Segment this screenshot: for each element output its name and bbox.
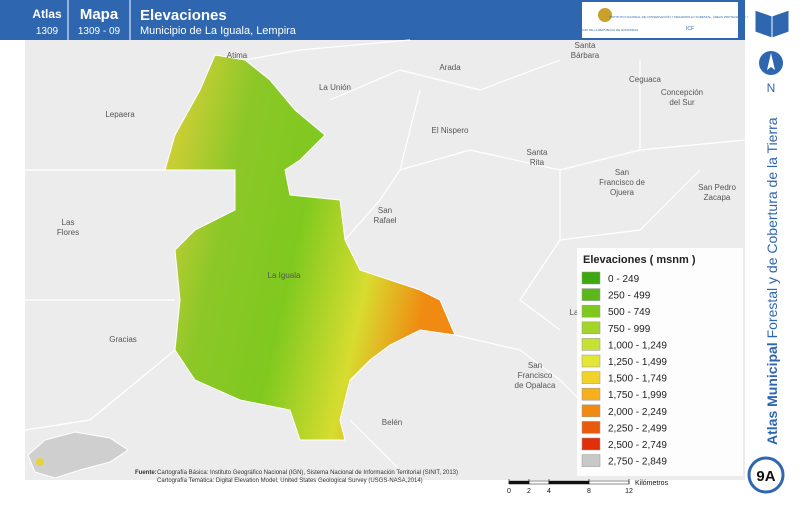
legend-label: 1,750 - 1,999 bbox=[608, 390, 667, 401]
source-label: Fuente: bbox=[135, 470, 157, 476]
legend-label: 1,250 - 1,499 bbox=[608, 357, 667, 368]
place-label: La Unión bbox=[319, 83, 351, 92]
place-label: Bárbara bbox=[571, 51, 600, 60]
legend-label: 1,000 - 1,249 bbox=[608, 340, 667, 351]
legend-title: Elevaciones ( msnm ) bbox=[583, 254, 696, 266]
legend-box bbox=[577, 248, 743, 476]
place-label: Lepaera bbox=[105, 110, 135, 119]
place-label: Atima bbox=[227, 51, 248, 60]
place-label: Santa bbox=[575, 41, 596, 50]
subtitle: Municipio de La Iguala, Lempira bbox=[140, 25, 297, 37]
logo-right-code: ICF bbox=[686, 26, 694, 32]
legend-label: 0 - 249 bbox=[608, 274, 640, 285]
north-arrow bbox=[767, 53, 775, 70]
boundaries bbox=[24, 39, 746, 471]
place-label: San bbox=[528, 361, 542, 370]
atlas-code: 1309 bbox=[36, 26, 59, 37]
map-label: Mapa bbox=[80, 6, 119, 23]
legend: Elevaciones ( msnm ) 0 - 249 250 - 499 500… bbox=[577, 248, 743, 476]
legend-swatch bbox=[581, 271, 601, 285]
place-label: La Iguala bbox=[268, 271, 301, 280]
scale-tick-label: 8 bbox=[587, 488, 591, 495]
place-label: Concepción bbox=[661, 88, 703, 97]
place-label: del Sur bbox=[669, 98, 695, 107]
series-bold: Atlas Municipal bbox=[764, 342, 780, 445]
source-line: Cartografía Básica: Instituto Geográfico… bbox=[157, 470, 458, 476]
sheet-label: 9A bbox=[756, 468, 775, 485]
legend-label: 2,000 - 2,249 bbox=[608, 407, 667, 418]
map-code: 1309 - 09 bbox=[78, 26, 121, 37]
legend-swatch bbox=[581, 421, 601, 434]
series-title: Atlas Municipal Forestal y de Cobertura … bbox=[764, 117, 780, 445]
place-label: Arada bbox=[439, 63, 461, 72]
emblem bbox=[598, 8, 612, 22]
place-labels: Atima La Unión Arada Santa Bárbara Cegua… bbox=[57, 41, 737, 427]
place-label: Ojuera bbox=[610, 188, 635, 197]
place-label: Rita bbox=[530, 158, 545, 167]
scale-segment bbox=[588, 480, 630, 485]
place-label: Ceguaca bbox=[629, 75, 662, 84]
legend-label: 2,750 - 2,849 bbox=[608, 457, 667, 468]
legend-label: 750 - 999 bbox=[608, 324, 651, 335]
place-label: de Opalaca bbox=[515, 381, 556, 390]
place-label: Santa bbox=[527, 148, 548, 157]
place-label: Francisco bbox=[518, 371, 553, 380]
place-label: Belén bbox=[382, 418, 402, 427]
atlas-icon bbox=[754, 9, 790, 39]
place-label: Las bbox=[62, 218, 75, 227]
series-rest: Forestal y de Cobertura de la Tierra bbox=[764, 117, 780, 338]
place-label: Gracias bbox=[109, 335, 137, 344]
sheet-badge bbox=[747, 456, 785, 494]
legend-swatch bbox=[581, 354, 601, 368]
scale-tick-label: 2 bbox=[527, 488, 531, 495]
scale-tick-label: 0 bbox=[507, 488, 511, 495]
legend-swatch bbox=[581, 454, 601, 467]
place-label: Francisco de bbox=[599, 178, 645, 187]
legend-swatch bbox=[581, 437, 601, 451]
scale-unit: Kilómetros bbox=[635, 480, 669, 487]
title: Elevaciones bbox=[140, 7, 227, 24]
scale-segment bbox=[528, 480, 550, 485]
place-label: Rafael bbox=[373, 216, 396, 225]
sidebar bbox=[748, 2, 798, 498]
legend-label: 2,250 - 2,499 bbox=[608, 423, 667, 434]
legend-swatch bbox=[581, 387, 601, 401]
legend-label: 500 - 749 bbox=[608, 307, 651, 318]
legend-label: 2,500 - 2,749 bbox=[608, 440, 667, 451]
place-label: San bbox=[378, 206, 392, 215]
legend-swatch bbox=[581, 338, 601, 351]
legend-swatch bbox=[581, 304, 601, 318]
place-label: El Nispero bbox=[432, 126, 469, 135]
place-label: San bbox=[615, 168, 629, 177]
municipality-elevation bbox=[164, 54, 456, 441]
legend-label: 1,500 - 1,749 bbox=[608, 374, 667, 385]
legend-swatch bbox=[581, 288, 601, 301]
place-label: San Pedro bbox=[698, 183, 736, 192]
scale-segment bbox=[508, 480, 530, 485]
place-label: La bbox=[570, 308, 579, 317]
country-inset bbox=[27, 431, 129, 479]
scale-tick-label: 12 bbox=[625, 488, 633, 495]
north-label: N bbox=[767, 81, 776, 95]
source-line: Cartografía Temática: Digital Elevation … bbox=[157, 478, 423, 484]
inset-location bbox=[36, 458, 44, 466]
legend-swatch bbox=[581, 371, 601, 384]
atlas-label: Atlas bbox=[32, 7, 62, 21]
legend-label: 250 - 499 bbox=[608, 291, 651, 302]
logo-left-text: GOBIERNO DE LA REPÚBLICA DE HONDURAS bbox=[572, 27, 638, 32]
scale-segment bbox=[548, 480, 590, 485]
place-label: Flores bbox=[57, 228, 79, 237]
scale-tick-label: 4 bbox=[547, 488, 551, 495]
logo-right-text: INSTITUTO NACIONAL DE CONSERVACIÓN Y DES… bbox=[609, 14, 771, 19]
legend-swatch bbox=[581, 321, 601, 335]
legend-swatch bbox=[581, 404, 601, 418]
place-label: Zacapa bbox=[704, 193, 731, 202]
